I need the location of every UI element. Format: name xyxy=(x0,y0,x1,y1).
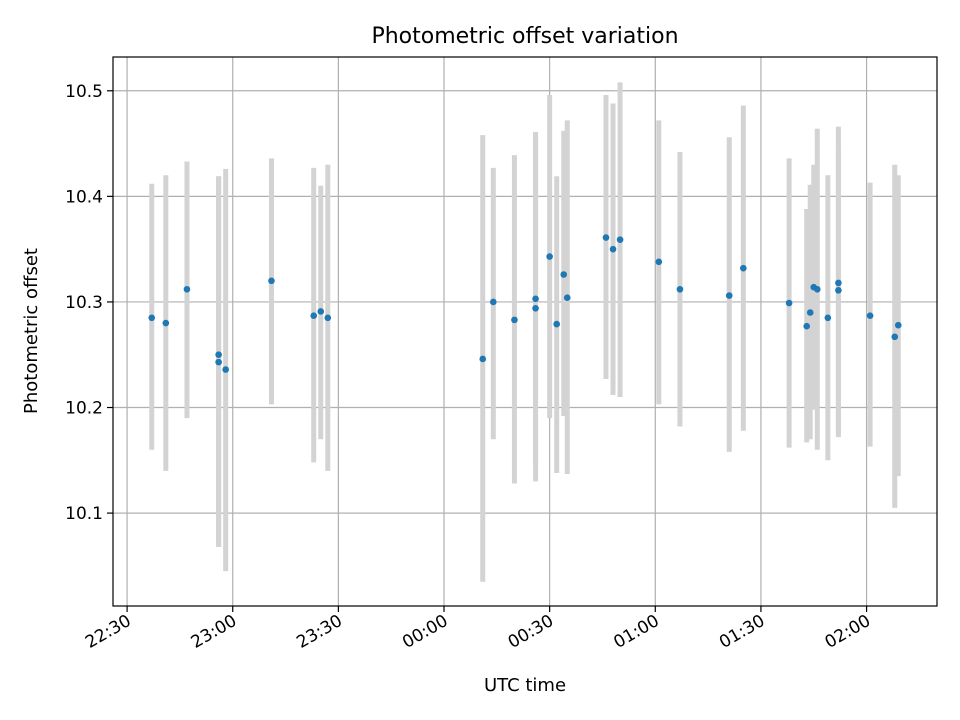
y-tick-label: 10.5 xyxy=(65,82,103,102)
data-point xyxy=(602,234,610,241)
data-point xyxy=(655,258,663,266)
data-point xyxy=(511,316,518,324)
data-point xyxy=(317,308,325,315)
y-tick-label: 10.1 xyxy=(65,504,103,524)
chart-title: Photometric offset variation xyxy=(371,24,678,49)
plot-frame xyxy=(112,56,938,607)
data-point xyxy=(824,314,832,322)
data-point xyxy=(835,287,842,294)
y-tick-label: 10.3 xyxy=(65,293,103,313)
data-point xyxy=(215,351,222,359)
data-point xyxy=(324,314,332,322)
data-point xyxy=(785,299,793,307)
data-point xyxy=(609,245,617,253)
data-point xyxy=(835,279,842,287)
data-point xyxy=(532,304,539,312)
data-point xyxy=(676,285,684,293)
data-point xyxy=(553,320,560,328)
data-point xyxy=(310,312,318,319)
data-point xyxy=(546,253,553,260)
data-point xyxy=(148,314,156,322)
data-point xyxy=(725,292,733,299)
data-point xyxy=(490,298,497,306)
data-point xyxy=(222,366,229,373)
y-tick-label: 10.4 xyxy=(65,187,103,207)
data-point xyxy=(803,322,811,330)
data-point xyxy=(560,271,568,278)
data-point xyxy=(563,294,571,302)
data-point xyxy=(891,333,899,341)
data-point xyxy=(215,358,222,366)
data-point xyxy=(806,309,814,316)
data-point xyxy=(894,321,902,329)
data-point xyxy=(740,264,747,272)
data-point xyxy=(183,285,191,293)
data-point xyxy=(866,312,874,319)
x-axis-label: UTC time xyxy=(484,675,566,696)
y-tick-label: 10.2 xyxy=(65,399,103,419)
data-point xyxy=(479,355,487,363)
y-axis-label: Photometric offset xyxy=(21,248,42,414)
data-points xyxy=(148,234,902,373)
data-point xyxy=(532,295,539,303)
data-point xyxy=(162,319,170,327)
data-point xyxy=(813,285,821,293)
y-axis-ticks: 10.1 10.2 10.3 10.4 10.5 xyxy=(65,82,113,524)
data-point xyxy=(616,236,624,243)
grid xyxy=(113,57,937,606)
data-point xyxy=(268,277,275,285)
